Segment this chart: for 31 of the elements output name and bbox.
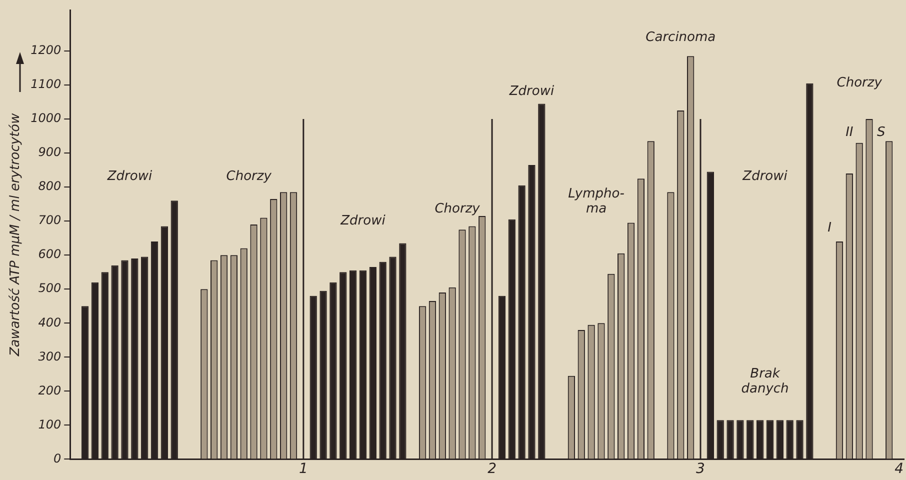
y-tick-label: 500 [38, 281, 62, 296]
y-tick-label: 100 [38, 417, 62, 432]
annotation: S [877, 125, 886, 140]
y-tick-label: 0 [54, 451, 62, 466]
x-tick-label: 4 [894, 461, 904, 478]
annotation: Chorzy [226, 169, 272, 184]
annotation: II [846, 125, 854, 140]
y-tick-label: 900 [38, 145, 62, 160]
y-tick-label: 700 [38, 213, 62, 228]
annotation: Carcinoma [646, 30, 716, 45]
x-tick-label: 2 [488, 461, 497, 478]
y-tick-label: 200 [38, 383, 62, 398]
annotation: Zdrowi [106, 169, 152, 184]
y-tick-label: 300 [38, 349, 62, 364]
annotation: Chorzy [836, 76, 882, 91]
y-tick-label: 800 [38, 179, 62, 194]
annotation: Zdrowi [340, 213, 386, 228]
y-axis-title: Zawartość ATP mμM / ml erytrocytów [8, 112, 24, 358]
y-tick-label: 400 [38, 315, 62, 330]
y-tick-label: 1100 [30, 77, 62, 92]
annotation: Chorzy [434, 202, 480, 217]
y-tick-label: 1000 [30, 111, 62, 126]
x-tick-label: 1 [298, 461, 308, 478]
annotation: Zdrowi [508, 84, 554, 100]
y-tick-label: 600 [38, 247, 62, 262]
annotation: Zdrowi [742, 169, 788, 184]
x-tick-label: 3 [696, 461, 705, 478]
annotation: I [828, 220, 832, 236]
y-tick-label: 1200 [30, 43, 62, 58]
annotation: Brak danych [741, 366, 789, 397]
annotation: Lympho- ma [568, 186, 625, 216]
